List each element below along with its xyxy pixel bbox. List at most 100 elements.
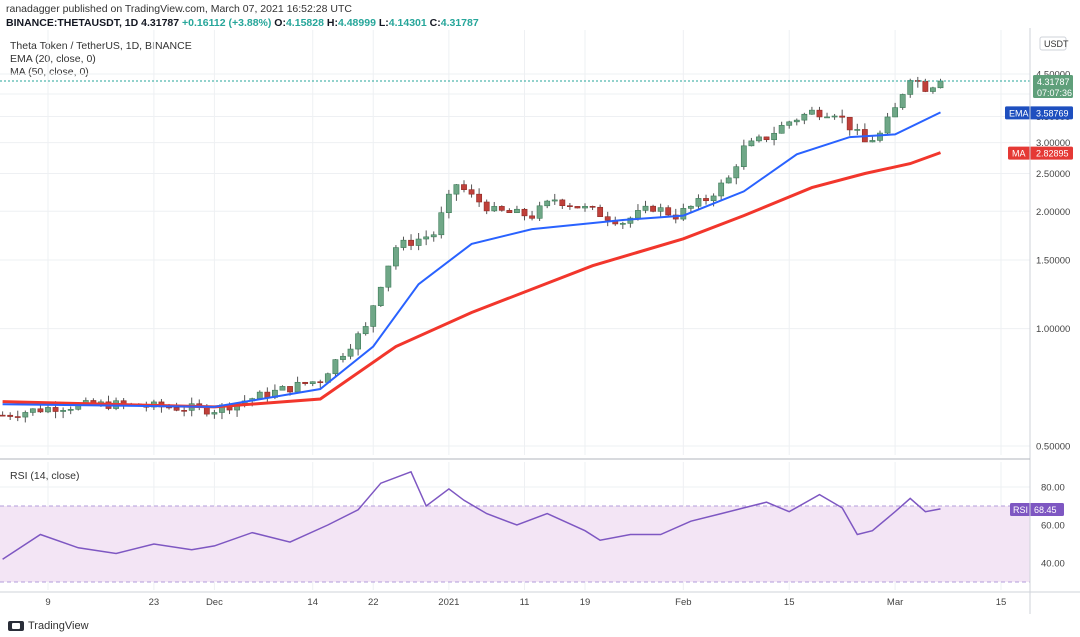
x-tick-label: 15 <box>784 597 795 608</box>
x-tick-label: 22 <box>368 597 379 608</box>
candle <box>370 305 377 327</box>
candle <box>22 412 29 418</box>
candle <box>831 115 838 118</box>
candle <box>907 80 914 95</box>
candle <box>786 121 793 126</box>
x-tick-label: Dec <box>206 597 223 608</box>
ma-legend: MA (50, close, 0) <box>10 66 89 78</box>
x-tick-label: Mar <box>887 597 903 608</box>
ema-line <box>2 111 941 408</box>
candle <box>582 206 588 209</box>
last-price: 4.31787 <box>141 17 180 29</box>
candle <box>415 238 422 246</box>
candle <box>846 116 853 131</box>
candle <box>309 381 316 384</box>
candle <box>7 414 14 417</box>
candle <box>778 125 785 134</box>
candle <box>809 109 815 115</box>
candle <box>461 184 467 190</box>
candle <box>725 177 732 184</box>
candle <box>37 408 44 413</box>
candle <box>899 94 906 108</box>
candle <box>483 201 490 212</box>
candle <box>362 326 369 335</box>
rsi-tag-name: RSI <box>1013 505 1028 515</box>
ma-tag-value: 2.82895 <box>1036 149 1069 159</box>
low-value: 4.14301 <box>388 17 427 29</box>
candle <box>340 355 346 360</box>
candle <box>393 247 399 267</box>
candle <box>423 236 430 240</box>
candle <box>748 140 755 147</box>
x-tick-label: 2021 <box>438 597 459 608</box>
rsi-tag <box>1010 502 1064 516</box>
candle <box>279 386 286 391</box>
candle <box>400 239 407 248</box>
candle <box>884 116 891 134</box>
candle <box>536 205 543 219</box>
candle <box>551 199 558 202</box>
candle <box>869 140 876 143</box>
x-tick-label: 15 <box>996 597 1007 608</box>
candle <box>544 200 551 207</box>
rsi-title: RSI (14, close) <box>10 470 80 482</box>
price-tag-text: 4.31787 <box>1037 77 1070 87</box>
candle <box>430 234 437 238</box>
x-tick-label: 19 <box>580 597 591 608</box>
candle <box>703 198 709 202</box>
candle <box>408 239 414 246</box>
candles <box>0 76 944 423</box>
rsi-tick-label: 60.00 <box>1041 521 1065 532</box>
candle <box>877 132 883 141</box>
candle <box>604 216 611 221</box>
candle <box>332 359 339 375</box>
high-label: H: <box>326 17 338 29</box>
candle <box>619 223 626 225</box>
x-tick-label: 14 <box>307 597 318 608</box>
candle <box>347 348 354 357</box>
ema-legend: EMA (20, close, 0) <box>10 53 96 65</box>
price-change: +0.16112 (+3.88%) <box>182 17 272 29</box>
time-axis: 9 23 Dec 14 22 2021 11 19 Feb 15 Mar 15 <box>45 597 1006 608</box>
candle <box>718 182 725 197</box>
ema-tag-name: EMA <box>1009 108 1029 118</box>
x-tick-label: 23 <box>149 597 160 608</box>
currency-box[interactable] <box>1039 36 1067 51</box>
candle <box>294 381 301 393</box>
footer-brand: TradingView <box>28 620 89 632</box>
y-tick-label: 2.00000 <box>1036 207 1070 218</box>
candle <box>14 416 21 418</box>
candle <box>302 381 309 384</box>
candle <box>498 206 505 211</box>
ma-line <box>2 151 942 409</box>
candle <box>67 408 74 411</box>
candle <box>438 212 445 236</box>
candle <box>695 198 702 207</box>
x-tick-label: 9 <box>45 597 50 608</box>
open-value: 4.15828 <box>285 17 324 29</box>
y-tick-label: 1.00000 <box>1036 324 1070 335</box>
candle <box>506 210 513 214</box>
candle <box>687 205 694 209</box>
candle <box>740 145 747 167</box>
rsi-tick-label: 40.00 <box>1041 559 1065 570</box>
candle <box>377 286 384 306</box>
low-label: L: <box>378 17 389 29</box>
candle <box>930 87 936 92</box>
ema-tag <box>1005 106 1073 120</box>
price-tag <box>1033 74 1073 98</box>
candle <box>710 195 717 202</box>
y-tick-label: 2.50000 <box>1036 169 1070 180</box>
candle <box>801 113 808 121</box>
candle <box>211 412 218 415</box>
candle <box>627 217 634 224</box>
rsi-band <box>0 506 1030 582</box>
x-tick-label: Feb <box>675 597 691 608</box>
candle <box>839 115 846 118</box>
candle <box>680 208 687 220</box>
candle <box>529 215 535 219</box>
y-tick-label: 1.50000 <box>1036 256 1070 267</box>
candle <box>642 205 649 211</box>
